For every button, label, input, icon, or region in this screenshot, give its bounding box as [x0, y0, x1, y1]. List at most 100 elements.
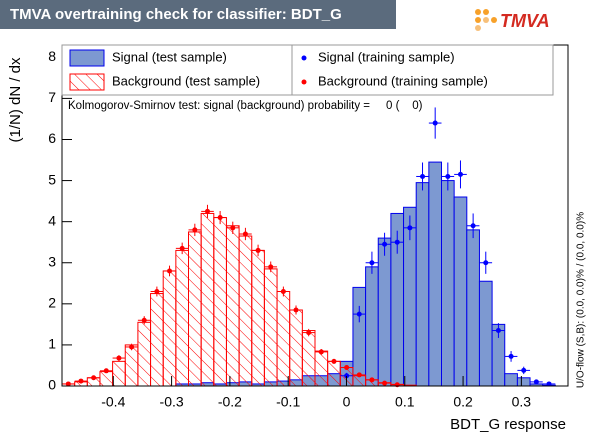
training-point: [457, 171, 463, 177]
background-test-bar: [137, 321, 152, 387]
training-point: [344, 365, 350, 371]
y-tick-label: 6: [48, 130, 56, 146]
training-point: [217, 215, 223, 221]
training-point: [179, 245, 185, 251]
background-test-bar: [225, 225, 240, 387]
training-point: [103, 368, 109, 374]
logo: TMVA: [475, 9, 550, 31]
signal-test-bar: [365, 266, 379, 387]
x-tick-label: 0: [343, 394, 351, 410]
y-tick-label: 3: [48, 253, 56, 269]
signal-test-bar: [516, 377, 531, 387]
y-tick-label: 0: [48, 377, 56, 393]
y-axis-label: (1/N) dN / dx: [7, 57, 24, 143]
training-point: [116, 355, 122, 361]
x-tick-label: -0.1: [276, 394, 300, 410]
legend-label: Signal (training sample): [318, 49, 455, 64]
y-tick-label: 2: [48, 295, 56, 311]
legend-marker: [301, 55, 307, 61]
training-point: [470, 223, 476, 229]
y-tick-label: 4: [48, 212, 56, 228]
y-tick-label: 7: [48, 89, 56, 105]
training-point: [483, 260, 489, 266]
overflow-note: U/O-flow (S,B): (0.0, 0.0)% / (0.0, 0.0)…: [576, 212, 587, 388]
training-point: [204, 208, 210, 214]
training-point: [242, 231, 248, 237]
training-point: [369, 260, 375, 266]
background-test-bar: [276, 291, 291, 387]
training-point: [445, 173, 451, 179]
signal-test-bar: [415, 182, 430, 387]
legend-box: [291, 44, 554, 96]
background-test-bar: [188, 231, 202, 387]
training-point: [78, 378, 84, 384]
background-test-bar: [112, 360, 126, 387]
legend-swatch: [69, 49, 105, 67]
training-point: [382, 380, 388, 386]
logo-text: TMVA: [500, 11, 550, 31]
background-test-bar: [263, 268, 278, 387]
training-point: [192, 227, 198, 233]
training-point: [356, 372, 362, 378]
training-point: [255, 247, 261, 253]
background-test-bar: [289, 309, 303, 387]
training-point: [394, 382, 400, 388]
training-point: [230, 225, 236, 231]
background-test-bar: [314, 350, 329, 387]
signal-test-bar: [441, 180, 455, 387]
training-point: [533, 379, 539, 385]
signal-test-bar: [428, 161, 443, 387]
training-point: [268, 264, 274, 270]
y-tick-label: 1: [48, 336, 56, 352]
background-test-bar: [124, 344, 139, 387]
signal-test-bar: [466, 229, 480, 387]
training-point: [407, 225, 413, 231]
training-point: [65, 381, 71, 387]
training-point: [420, 173, 426, 179]
training-point: [154, 289, 160, 295]
background-test-bar: [213, 217, 227, 387]
background-test-bar: [99, 371, 114, 387]
training-point: [129, 344, 135, 350]
plot-area: [61, 107, 556, 388]
training-point: [495, 328, 501, 334]
training-point: [508, 353, 514, 359]
training-point: [280, 289, 286, 295]
background-test-bar: [251, 249, 265, 387]
background-test-bar: [301, 330, 316, 387]
signal-test-bar: [504, 373, 518, 387]
background-test-bar: [238, 235, 253, 387]
title-bar: [0, 0, 396, 29]
ks-annotation: Kolmogorov-Smirnov test: signal (backgro…: [68, 100, 423, 112]
signal-test-bar: [377, 237, 392, 387]
training-point: [331, 358, 337, 364]
x-tick-label: 0.2: [453, 394, 473, 410]
signal-test-bar: [478, 280, 493, 387]
training-point: [91, 375, 97, 381]
legend-swatch: [69, 73, 105, 91]
training-point: [382, 241, 388, 247]
x-tick-label: -0.3: [160, 394, 184, 410]
background-test-bar: [200, 212, 215, 387]
training-point: [432, 120, 438, 126]
training-point: [318, 349, 324, 355]
x-tick-label: -0.2: [218, 394, 242, 410]
background-test-bar: [175, 249, 190, 387]
background-test-bar: [162, 270, 177, 387]
legend-marker: [301, 79, 307, 85]
training-point: [521, 367, 527, 373]
training-point: [356, 311, 362, 317]
legend-label: Background (training sample): [318, 73, 488, 88]
signal-test-bar: [453, 196, 468, 387]
x-tick-label: 0.3: [512, 394, 532, 410]
training-point: [546, 381, 552, 387]
training-point: [344, 373, 350, 379]
legend-label: Background (test sample): [112, 73, 260, 88]
signal-test-bar: [352, 286, 367, 387]
x-tick-label: -0.4: [101, 394, 125, 410]
training-point: [306, 330, 312, 336]
training-point: [141, 317, 147, 323]
x-tick-label: 0.1: [395, 394, 415, 410]
